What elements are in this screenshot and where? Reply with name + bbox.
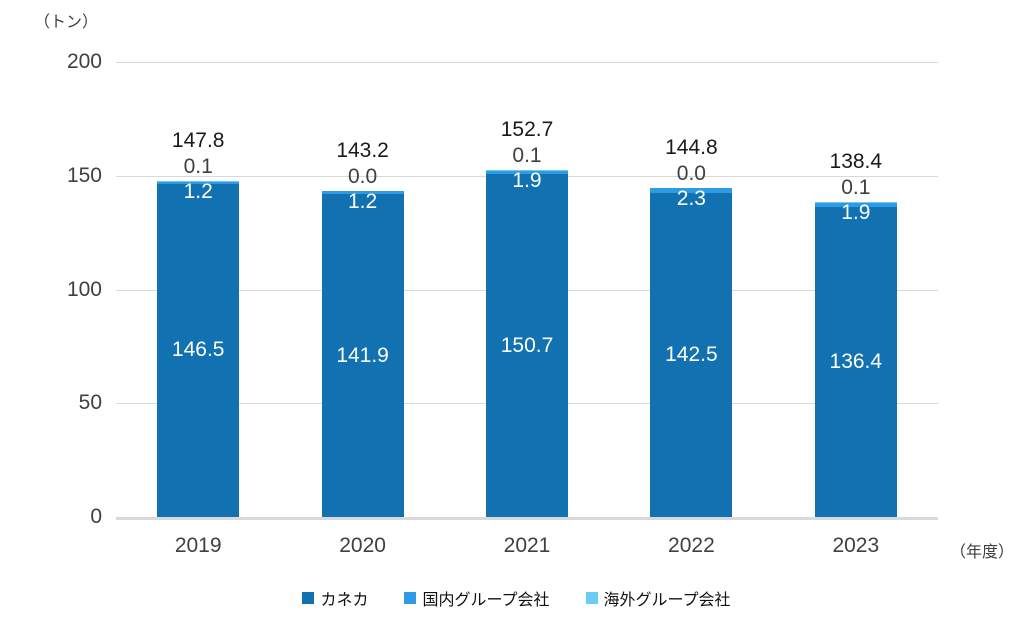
legend-swatch-icon — [404, 592, 417, 604]
bar-segment-kaneka — [814, 206, 897, 517]
legend-swatch-icon — [302, 592, 315, 604]
y-tick-label: 100 — [66, 277, 102, 301]
bar-segment-kaneka — [486, 174, 568, 517]
y-tick-label: 200 — [66, 50, 102, 73]
x-axis-unit-label: （年度） — [950, 544, 1015, 561]
x-tick-label: 2023 — [832, 534, 880, 557]
bar-segment-domestic — [486, 169, 568, 175]
bar-value-kaneka: 141.9 — [336, 343, 389, 367]
x-tick-label: 2020 — [339, 534, 386, 557]
bar-value-overseas: 0.0 — [347, 165, 378, 189]
bar-segment-domestic — [157, 180, 240, 184]
bar-segment-kaneka — [321, 194, 404, 517]
bar-total-label: 152.7 — [500, 117, 554, 141]
bar-value-domestic: 1.2 — [183, 179, 213, 203]
bar-total-label: 138.4 — [829, 150, 883, 174]
x-tick-label: 2022 — [668, 534, 715, 557]
bar-segment-domestic — [814, 202, 897, 207]
legend-label: 海外グループ会社 — [603, 592, 731, 609]
bar-value-domestic: 1.2 — [347, 190, 378, 214]
legend-label: カネカ — [320, 592, 369, 609]
bar-value-overseas: 0.0 — [676, 161, 706, 185]
x-tick-label: 2019 — [174, 534, 222, 557]
bar-value-kaneka: 136.4 — [829, 349, 883, 373]
bar-segment-domestic — [650, 187, 733, 193]
bar-total-label: 144.8 — [665, 135, 718, 159]
legend-swatch-icon — [585, 592, 598, 604]
legend-item: 国内グループ会社 — [404, 586, 550, 610]
bar-segment-kaneka — [157, 183, 240, 517]
bar-value-overseas: 0.1 — [841, 176, 871, 200]
legend-label: 国内グループ会社 — [422, 592, 550, 609]
bar-value-kaneka: 146.5 — [171, 338, 225, 362]
bar-total-label: 143.2 — [336, 139, 389, 163]
x-tick-label: 2021 — [503, 534, 551, 557]
bar-total-label: 147.8 — [171, 128, 225, 152]
legend-item: カネカ — [302, 586, 368, 610]
y-tick-label: 0 — [90, 505, 102, 528]
y-axis-unit-label: （トン） — [34, 14, 99, 31]
bar-value-domestic: 2.3 — [676, 186, 706, 210]
bar-segment-kaneka — [650, 192, 733, 517]
bar-value-kaneka: 142.5 — [665, 342, 718, 366]
bar-value-domestic: 1.9 — [512, 168, 542, 192]
x-axis-line — [116, 517, 938, 520]
legend-item: 海外グループ会社 — [585, 586, 731, 610]
bar-value-overseas: 0.1 — [512, 143, 542, 167]
bar-value-kaneka: 150.7 — [500, 333, 554, 357]
bar-segment-domestic — [321, 191, 404, 195]
y-tick-label: 150 — [66, 163, 102, 187]
legend: カネカ 国内グループ会社 海外グループ会社 — [0, 586, 1033, 610]
bar-value-overseas: 0.1 — [183, 154, 213, 178]
y-tick-label: 50 — [78, 391, 102, 415]
gridline — [116, 62, 938, 63]
bar-value-domestic: 1.9 — [841, 201, 871, 225]
